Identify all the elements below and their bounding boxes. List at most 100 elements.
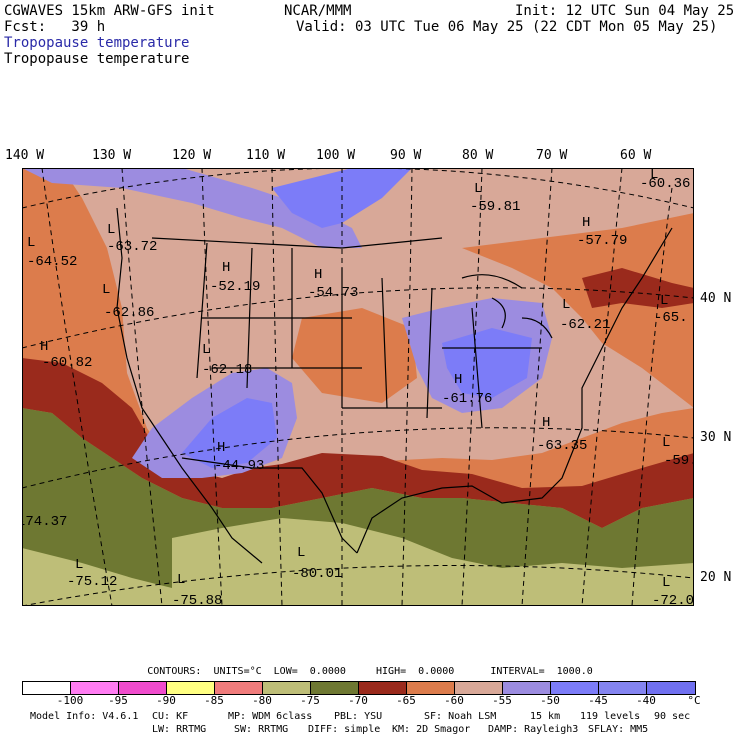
extremum-value: -60.36 (640, 176, 690, 192)
cumulus-scheme: CU: KF (152, 711, 189, 722)
init-time: Init: 12 UTC Sun 04 May 25 (515, 3, 735, 19)
extremum-value: -44.93 (214, 458, 264, 474)
lat-label: 30 N (700, 430, 732, 445)
extremum-value: -75.12 (67, 574, 117, 590)
colorbar-swatch (263, 682, 311, 694)
extremum-letter: H (454, 372, 462, 388)
extremum-letter: L (102, 282, 110, 298)
extremum-value: -54.73 (308, 285, 358, 301)
lon-label: 110 W (246, 148, 286, 163)
extremum-value: -59. (664, 453, 694, 469)
surface-layer: SFLAY: MM5 (588, 724, 649, 735)
lat-label: 20 N (700, 570, 732, 585)
extremum-value: -63.72 (107, 239, 157, 255)
extremum-letter: L (650, 168, 658, 183)
extremum-letter: L (107, 222, 115, 238)
shade-region-80-75 (172, 518, 694, 606)
extremum-value: -62.86 (104, 305, 154, 321)
extremum-value: -59.81 (470, 199, 520, 215)
lon-label: 120 W (172, 148, 212, 163)
shade-region-80-75-sw (22, 548, 172, 606)
colorbar-tick-label: -50 (540, 694, 560, 707)
extremum-letter: H (40, 339, 48, 355)
colorbar-tick-label: -55 (492, 694, 512, 707)
organization: NCAR/MMM (284, 3, 352, 19)
extremum-value: -74.37 (22, 514, 67, 530)
extremum-value: -60.82 (42, 355, 92, 371)
extremum-letter: H (222, 260, 230, 276)
shortwave-scheme: SW: RRTMG (234, 724, 289, 735)
field-name-contour: Tropopause temperature (4, 51, 190, 67)
microphysics-scheme: MP: WDM 6class (228, 711, 313, 722)
map-frame (22, 168, 694, 606)
km-option: KM: 2D Smagor (392, 724, 471, 735)
valid-time: Valid: 03 UTC Tue 06 May 25 (22 CDT Mon … (296, 19, 718, 35)
colorbar-swatch (119, 682, 167, 694)
extremum-value: -64.52 (27, 254, 77, 270)
colorbar-tick-label: -85 (204, 694, 224, 707)
colorbar-tick-label: -60 (444, 694, 464, 707)
extremum-value: -62.21 (560, 317, 610, 333)
lon-label: 80 W (462, 148, 494, 163)
colorbar-tick-label: -70 (348, 694, 368, 707)
colorbar-swatch (503, 682, 551, 694)
extremum-letter: L (75, 557, 83, 573)
damping: DAMP: Rayleigh3 (488, 724, 579, 735)
extremum-value: -52.19 (210, 279, 260, 295)
colorbar-tick-label: -75 (300, 694, 320, 707)
extremum-letter: L (562, 297, 570, 313)
shade-region-65-60-ne (462, 213, 694, 408)
boundaries (116, 207, 673, 564)
extremum-letter: L (474, 181, 482, 197)
colorbar-tick-label: -65 (396, 694, 416, 707)
colorbar-swatch (23, 682, 71, 694)
colorbar-tick-label: -100 (56, 694, 84, 707)
colorbar-swatch (551, 682, 599, 694)
extremum-letter: L (662, 435, 670, 451)
model-info: Model Info: V4.6.1 (30, 711, 139, 722)
colorbar-swatch (71, 682, 119, 694)
pbl-scheme: PBL: YSU (334, 711, 383, 722)
colorbar-tick-label: -80 (252, 694, 272, 707)
field-name-shaded: Tropopause temperature (4, 35, 190, 51)
lon-label: 60 W (620, 148, 652, 163)
forecast-hour: Fcst: 39 h (4, 19, 106, 35)
colorbar-swatch (599, 682, 647, 694)
colorbar-ticks: -100 -95 -90 -85 -80 -75 -70 -65 -60 -55 -50 -45 -40… (0, 694, 740, 708)
colorbar-swatch (215, 682, 263, 694)
extremum-letter: L (660, 293, 668, 309)
colorbar-unit: °C (687, 694, 701, 707)
surface-scheme: SF: Noah LSM (424, 711, 497, 722)
lon-label: 100 W (316, 148, 356, 163)
extremum-letter: L (27, 235, 35, 251)
extremum-value: -80.01 (292, 566, 342, 582)
colorbar-swatch (167, 682, 215, 694)
extremum-value: -75.88 (172, 593, 222, 606)
shade-region-70-65 (22, 358, 694, 528)
tropopause-temperature-map: L -64.52 L -63.72 L -62.86 H -60.82 H -5… (22, 168, 694, 606)
extrema-labels: L -64.52 L -63.72 L -62.86 H -60.82 H -5… (22, 168, 694, 606)
model-title: CGWAVES 15km ARW-GFS init (4, 3, 215, 19)
extremum-letter: H (582, 215, 590, 231)
colorbar-swatch (455, 682, 503, 694)
extremum-letter: L (202, 342, 210, 358)
extremum-value: -57.79 (577, 233, 627, 249)
extremum-letter: H (314, 267, 322, 283)
lon-label: 130 W (92, 148, 132, 163)
colorbar-tick-label: -45 (588, 694, 608, 707)
extremum-value: -61.76 (442, 391, 492, 407)
shade-region-45-40-sw (182, 398, 277, 468)
colorbar-swatch (407, 682, 455, 694)
lon-label: 140 W (5, 148, 45, 163)
extremum-letter: H (542, 415, 550, 431)
extremum-letter: L (662, 575, 670, 591)
extremum-value: -63.35 (537, 438, 587, 454)
lat-label: 40 N (700, 291, 732, 306)
extremum-letter: L (22, 514, 25, 530)
colorbar-tick-label: -95 (108, 694, 128, 707)
colorbar-swatch (359, 682, 407, 694)
extremum-value: -62.18 (202, 362, 252, 378)
contours-info: CONTOURS: UNITS=°C LOW= 0.0000 HIGH= 0.0… (147, 666, 593, 677)
colorbar-swatch (647, 682, 695, 694)
lon-label: 90 W (390, 148, 422, 163)
